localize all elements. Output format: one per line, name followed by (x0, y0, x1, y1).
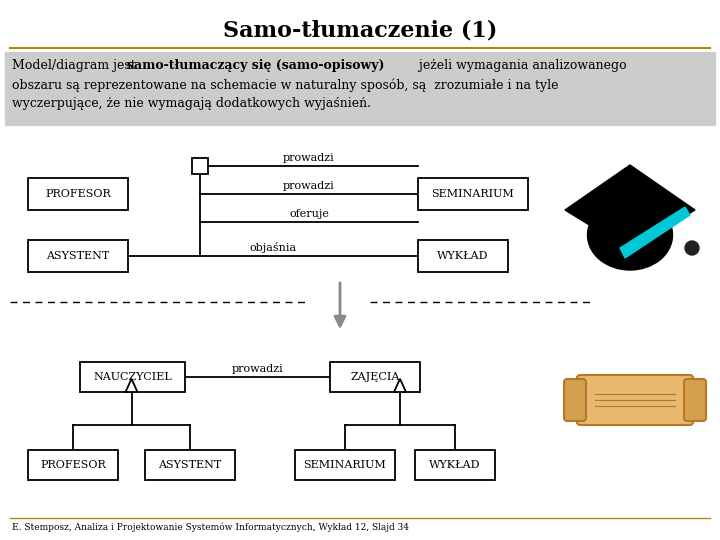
Text: samo-tłumaczący się (samo-opisowy): samo-tłumaczący się (samo-opisowy) (127, 59, 384, 72)
Bar (80, 362, 185, 392)
FancyBboxPatch shape (577, 375, 693, 425)
Bar (418, 178, 528, 210)
Text: ZAJĘCIA: ZAJĘCIA (351, 372, 400, 382)
Polygon shape (620, 207, 690, 258)
Text: prowadzi: prowadzi (232, 364, 284, 374)
Bar (28, 178, 128, 210)
FancyBboxPatch shape (564, 379, 586, 421)
Bar (415, 450, 495, 480)
Bar (330, 362, 420, 392)
Polygon shape (125, 379, 138, 392)
Text: jeżeli wymagania analizowanego: jeżeli wymagania analizowanego (415, 59, 626, 72)
Text: NAUCZYCIEL: NAUCZYCIEL (93, 372, 172, 382)
Text: obszaru są reprezentowane na schemacie w naturalny sposób, są  zrozumiałe i na t: obszaru są reprezentowane na schemacie w… (12, 78, 559, 91)
Text: objaśnia: objaśnia (249, 242, 297, 253)
Text: PROFESOR: PROFESOR (45, 189, 111, 199)
Bar (192, 158, 208, 174)
Text: SEMINARIUM: SEMINARIUM (431, 189, 514, 199)
Bar (295, 450, 395, 480)
Text: ASYSTENT: ASYSTENT (158, 460, 222, 470)
Text: prowadzi: prowadzi (283, 181, 335, 191)
Text: PROFESOR: PROFESOR (40, 460, 106, 470)
Text: Samo-tłumaczenie (1): Samo-tłumaczenie (1) (222, 20, 498, 42)
Polygon shape (565, 165, 695, 250)
Text: oferuje: oferuje (289, 209, 329, 219)
Bar (28, 450, 118, 480)
Text: Model/diagram jest: Model/diagram jest (12, 59, 140, 72)
Text: SEMINARIUM: SEMINARIUM (304, 460, 387, 470)
Text: WYKŁAD: WYKŁAD (429, 460, 481, 470)
Bar (28, 240, 128, 272)
FancyBboxPatch shape (684, 379, 706, 421)
Text: E. Stemposz, Analiza i Projektowanie Systemów Informatycznych, Wykład 12, Slajd : E. Stemposz, Analiza i Projektowanie Sys… (12, 522, 409, 531)
Text: ASYSTENT: ASYSTENT (46, 251, 109, 261)
Ellipse shape (588, 200, 672, 270)
Bar (418, 240, 508, 272)
Bar (5, 52, 715, 125)
Polygon shape (394, 379, 406, 392)
Circle shape (685, 241, 699, 255)
Text: wyczerpujące, że nie wymagają dodatkowych wyjaśnień.: wyczerpujące, że nie wymagają dodatkowyc… (12, 97, 371, 110)
Text: prowadzi: prowadzi (283, 153, 335, 163)
Bar (145, 450, 235, 480)
Text: WYKŁAD: WYKŁAD (437, 251, 489, 261)
